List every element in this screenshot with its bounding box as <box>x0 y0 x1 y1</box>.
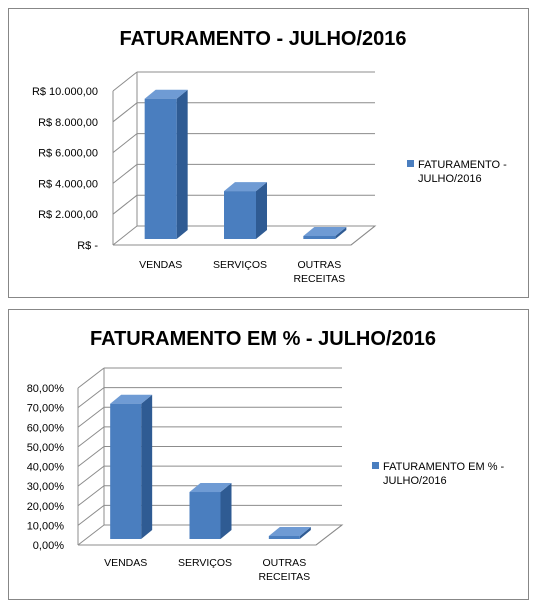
gridline-depth <box>77 446 105 467</box>
bar-side <box>176 89 188 239</box>
gridline-depth <box>77 367 105 389</box>
legend-swatch <box>407 160 414 167</box>
chart-panel-faturamento <box>8 8 529 298</box>
x-tick-label: RECEITAS <box>293 273 345 285</box>
bar-side <box>299 527 311 539</box>
chart-title: FATURAMENTO EM % - JULHO/2016 <box>90 328 436 350</box>
gridline-depth <box>77 504 105 526</box>
y-tick-label: 30,00% <box>27 481 65 493</box>
y-tick-label: 10,00% <box>27 520 65 532</box>
y-tick-label: R$ - <box>77 240 98 252</box>
gridline-depth <box>77 524 105 546</box>
bar-front <box>189 492 221 539</box>
bar-front <box>303 236 336 239</box>
bar-top <box>303 227 347 236</box>
y-tick-label: 40,00% <box>27 462 65 474</box>
floor-edge <box>315 524 343 546</box>
gridline-depth <box>112 133 138 153</box>
bar-top <box>110 394 153 404</box>
legend-label: JULHO/2016 <box>383 475 447 487</box>
gridline-depth <box>77 465 105 487</box>
chart-title: FATURAMENTO - JULHO/2016 <box>119 28 406 50</box>
bar-side <box>256 182 267 239</box>
bar <box>144 89 188 239</box>
bar-front <box>224 191 256 239</box>
y-tick-label: 80,00% <box>27 383 65 395</box>
gridline-depth <box>77 426 105 448</box>
bar-front <box>144 98 177 239</box>
bar <box>189 483 232 539</box>
x-tick-label: VENDAS <box>104 557 147 569</box>
chart-panel-faturamento-percent <box>8 309 529 600</box>
legend: FATURAMENTO EM % - JULHO/2016 <box>372 461 505 487</box>
bar <box>303 227 347 239</box>
bar-front <box>110 403 142 539</box>
y-tick-label: 0,00% <box>33 540 64 552</box>
bar-side <box>220 483 232 539</box>
legend-label: FATURAMENTO - <box>418 159 507 171</box>
bar-top <box>189 483 232 493</box>
gridline-depth <box>112 164 138 184</box>
y-tick-label: R$ 10.000,00 <box>32 86 98 98</box>
gridline-depth <box>77 387 105 409</box>
y-tick-label: 50,00% <box>27 442 65 454</box>
gridline-depth <box>77 485 105 507</box>
bar <box>110 394 153 539</box>
bar <box>268 527 311 539</box>
legend-label: FATURAMENTO EM % - <box>383 461 505 473</box>
gridline-depth <box>112 71 138 92</box>
bar-front <box>268 536 300 539</box>
gridline-depth <box>77 406 105 428</box>
bar-top <box>144 89 188 99</box>
y-tick-label: 20,00% <box>27 501 65 513</box>
x-tick-label: RECEITAS <box>258 571 310 583</box>
gridline-depth <box>112 225 138 246</box>
legend-swatch <box>372 462 379 469</box>
y-tick-label: R$ 6.000,00 <box>38 148 98 160</box>
floor-edge <box>350 225 376 246</box>
bar-side <box>335 227 347 239</box>
bar-top <box>268 527 311 536</box>
bar-side <box>141 394 153 539</box>
x-tick-label: OUTRAS <box>262 557 306 569</box>
bar <box>224 182 267 239</box>
y-tick-label: R$ 8.000,00 <box>38 117 98 129</box>
y-tick-label: 60,00% <box>27 422 65 434</box>
bar-top <box>224 182 267 192</box>
legend-label: JULHO/2016 <box>418 173 482 185</box>
x-tick-label: OUTRAS <box>297 259 341 271</box>
gridline-depth <box>112 194 138 215</box>
x-tick-label: VENDAS <box>139 259 182 271</box>
x-tick-label: SERVIÇOS <box>213 259 267 271</box>
x-tick-label: SERVIÇOS <box>178 557 232 569</box>
y-tick-label: R$ 2.000,00 <box>38 209 98 221</box>
y-tick-label: R$ 4.000,00 <box>38 178 98 190</box>
y-tick-label: 70,00% <box>27 403 65 415</box>
legend: FATURAMENTO - JULHO/2016 <box>407 159 507 185</box>
gridline-depth <box>112 102 138 123</box>
